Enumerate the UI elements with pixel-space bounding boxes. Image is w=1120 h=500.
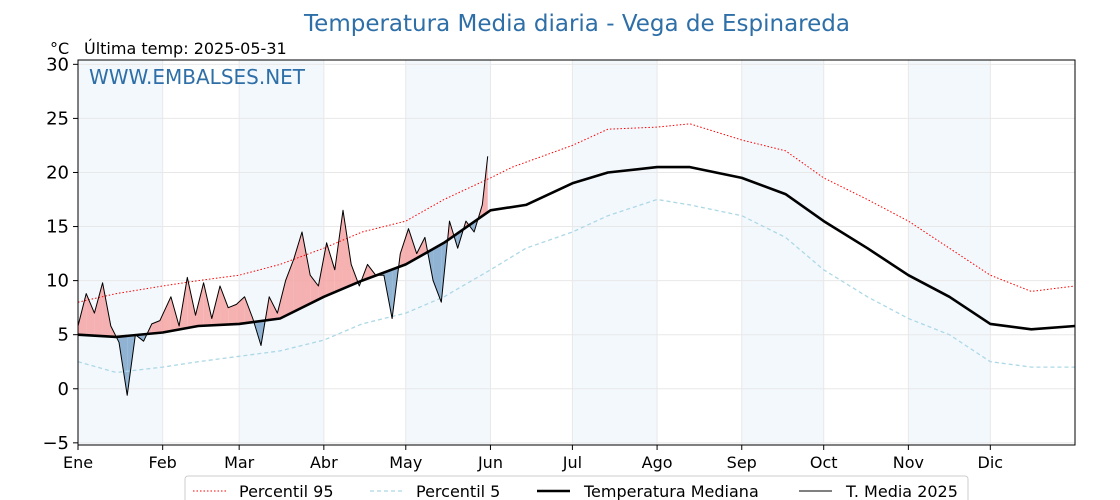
y-tick-label: 10 [46,271,69,292]
warm-anomaly-fill [220,286,229,325]
y-tick-label: 0 [58,379,69,400]
month-band [572,60,658,445]
unit-label: °C [50,39,69,58]
x-tick-label: Feb [149,453,177,472]
warm-anomaly-fill [151,320,160,334]
cold-anomaly-fill [433,244,442,303]
warm-anomaly-fill [326,242,335,296]
warm-anomaly-fill [408,228,417,263]
legend-label-p95: Percentil 95 [239,482,334,500]
warm-anomaly-fill [187,277,196,329]
warm-anomaly-fill [102,282,111,337]
x-tick-label: Mar [224,453,255,472]
x-tick-label: May [389,453,422,472]
x-tick-label: Nov [893,453,924,472]
cold-anomaly-fill [127,335,136,396]
watermark: WWW.EMBALSES.NET [89,65,306,89]
legend: Percentil 95 Percentil 5 Temperatura Med… [184,475,969,500]
cold-anomaly-fill [469,221,475,232]
warm-anomaly-fill [269,296,278,320]
warm-anomaly-fill [228,304,237,325]
y-tick-label: 15 [46,217,69,238]
warm-anomaly-fill [342,210,352,289]
y-tick-label: 25 [46,108,69,129]
warm-anomaly-fill [285,258,294,316]
x-tick-label: Jun [477,453,503,472]
x-axis-ticks: Ene Feb Mar Abr May Jun Jul Ago Sep Oct Nov Dic [63,445,1003,472]
legend-label-p5: Percentil 5 [416,482,500,500]
warm-anomaly-fill [94,282,103,337]
last-temp-label: Última temp: 2025-05-31 [84,39,287,58]
warm-anomaly-fill [86,293,95,336]
plot-frame [77,59,1076,446]
warm-anomaly-fill [159,296,171,333]
median-line [77,165,1076,339]
warm-anomaly-fill [400,228,409,267]
warm-anomaly-fill [318,242,327,300]
x-tick-label: Oct [810,453,838,472]
warm-anomaly-fill [293,231,302,312]
warm-anomaly-fill [416,237,425,259]
gridlines [77,60,1075,445]
x-tick-label: Ago [642,453,673,472]
warm-anomaly-fill [310,275,319,304]
y-axis-ticks: −5 0 5 10 15 20 25 30 [42,54,78,454]
warm-anomaly-fill [301,231,311,308]
month-band [78,60,163,445]
p95-line [77,123,1076,303]
month-band [239,60,324,445]
x-tick-label: Sep [727,453,757,472]
current-year-line [77,156,489,396]
y-tick-label: 30 [46,54,69,75]
x-tick-label: Ene [63,453,93,472]
warm-anomaly-fill [334,210,343,293]
month-bands [78,60,991,445]
warm-anomaly-fill [195,282,204,327]
warm-anomaly-fill [236,296,245,325]
warm-anomaly-fill [78,293,87,336]
chart-title: Temperatura Media diaria - Vega de Espin… [303,11,850,37]
legend-box [184,475,969,500]
series-lines [77,123,1076,396]
month-band [741,60,824,445]
y-tick-label: 20 [46,162,69,183]
x-tick-label: Dic [978,453,1004,472]
y-tick-label: 5 [58,325,69,346]
legend-label-2025: T. Media 2025 [845,482,958,500]
y-tick-label: −5 [42,433,69,454]
x-tick-label: Abr [310,453,338,472]
legend-label-median: Temperatura Mediana [583,482,759,500]
p5-line [77,198,1075,374]
month-band [908,60,991,445]
x-tick-label: Jul [562,453,582,472]
